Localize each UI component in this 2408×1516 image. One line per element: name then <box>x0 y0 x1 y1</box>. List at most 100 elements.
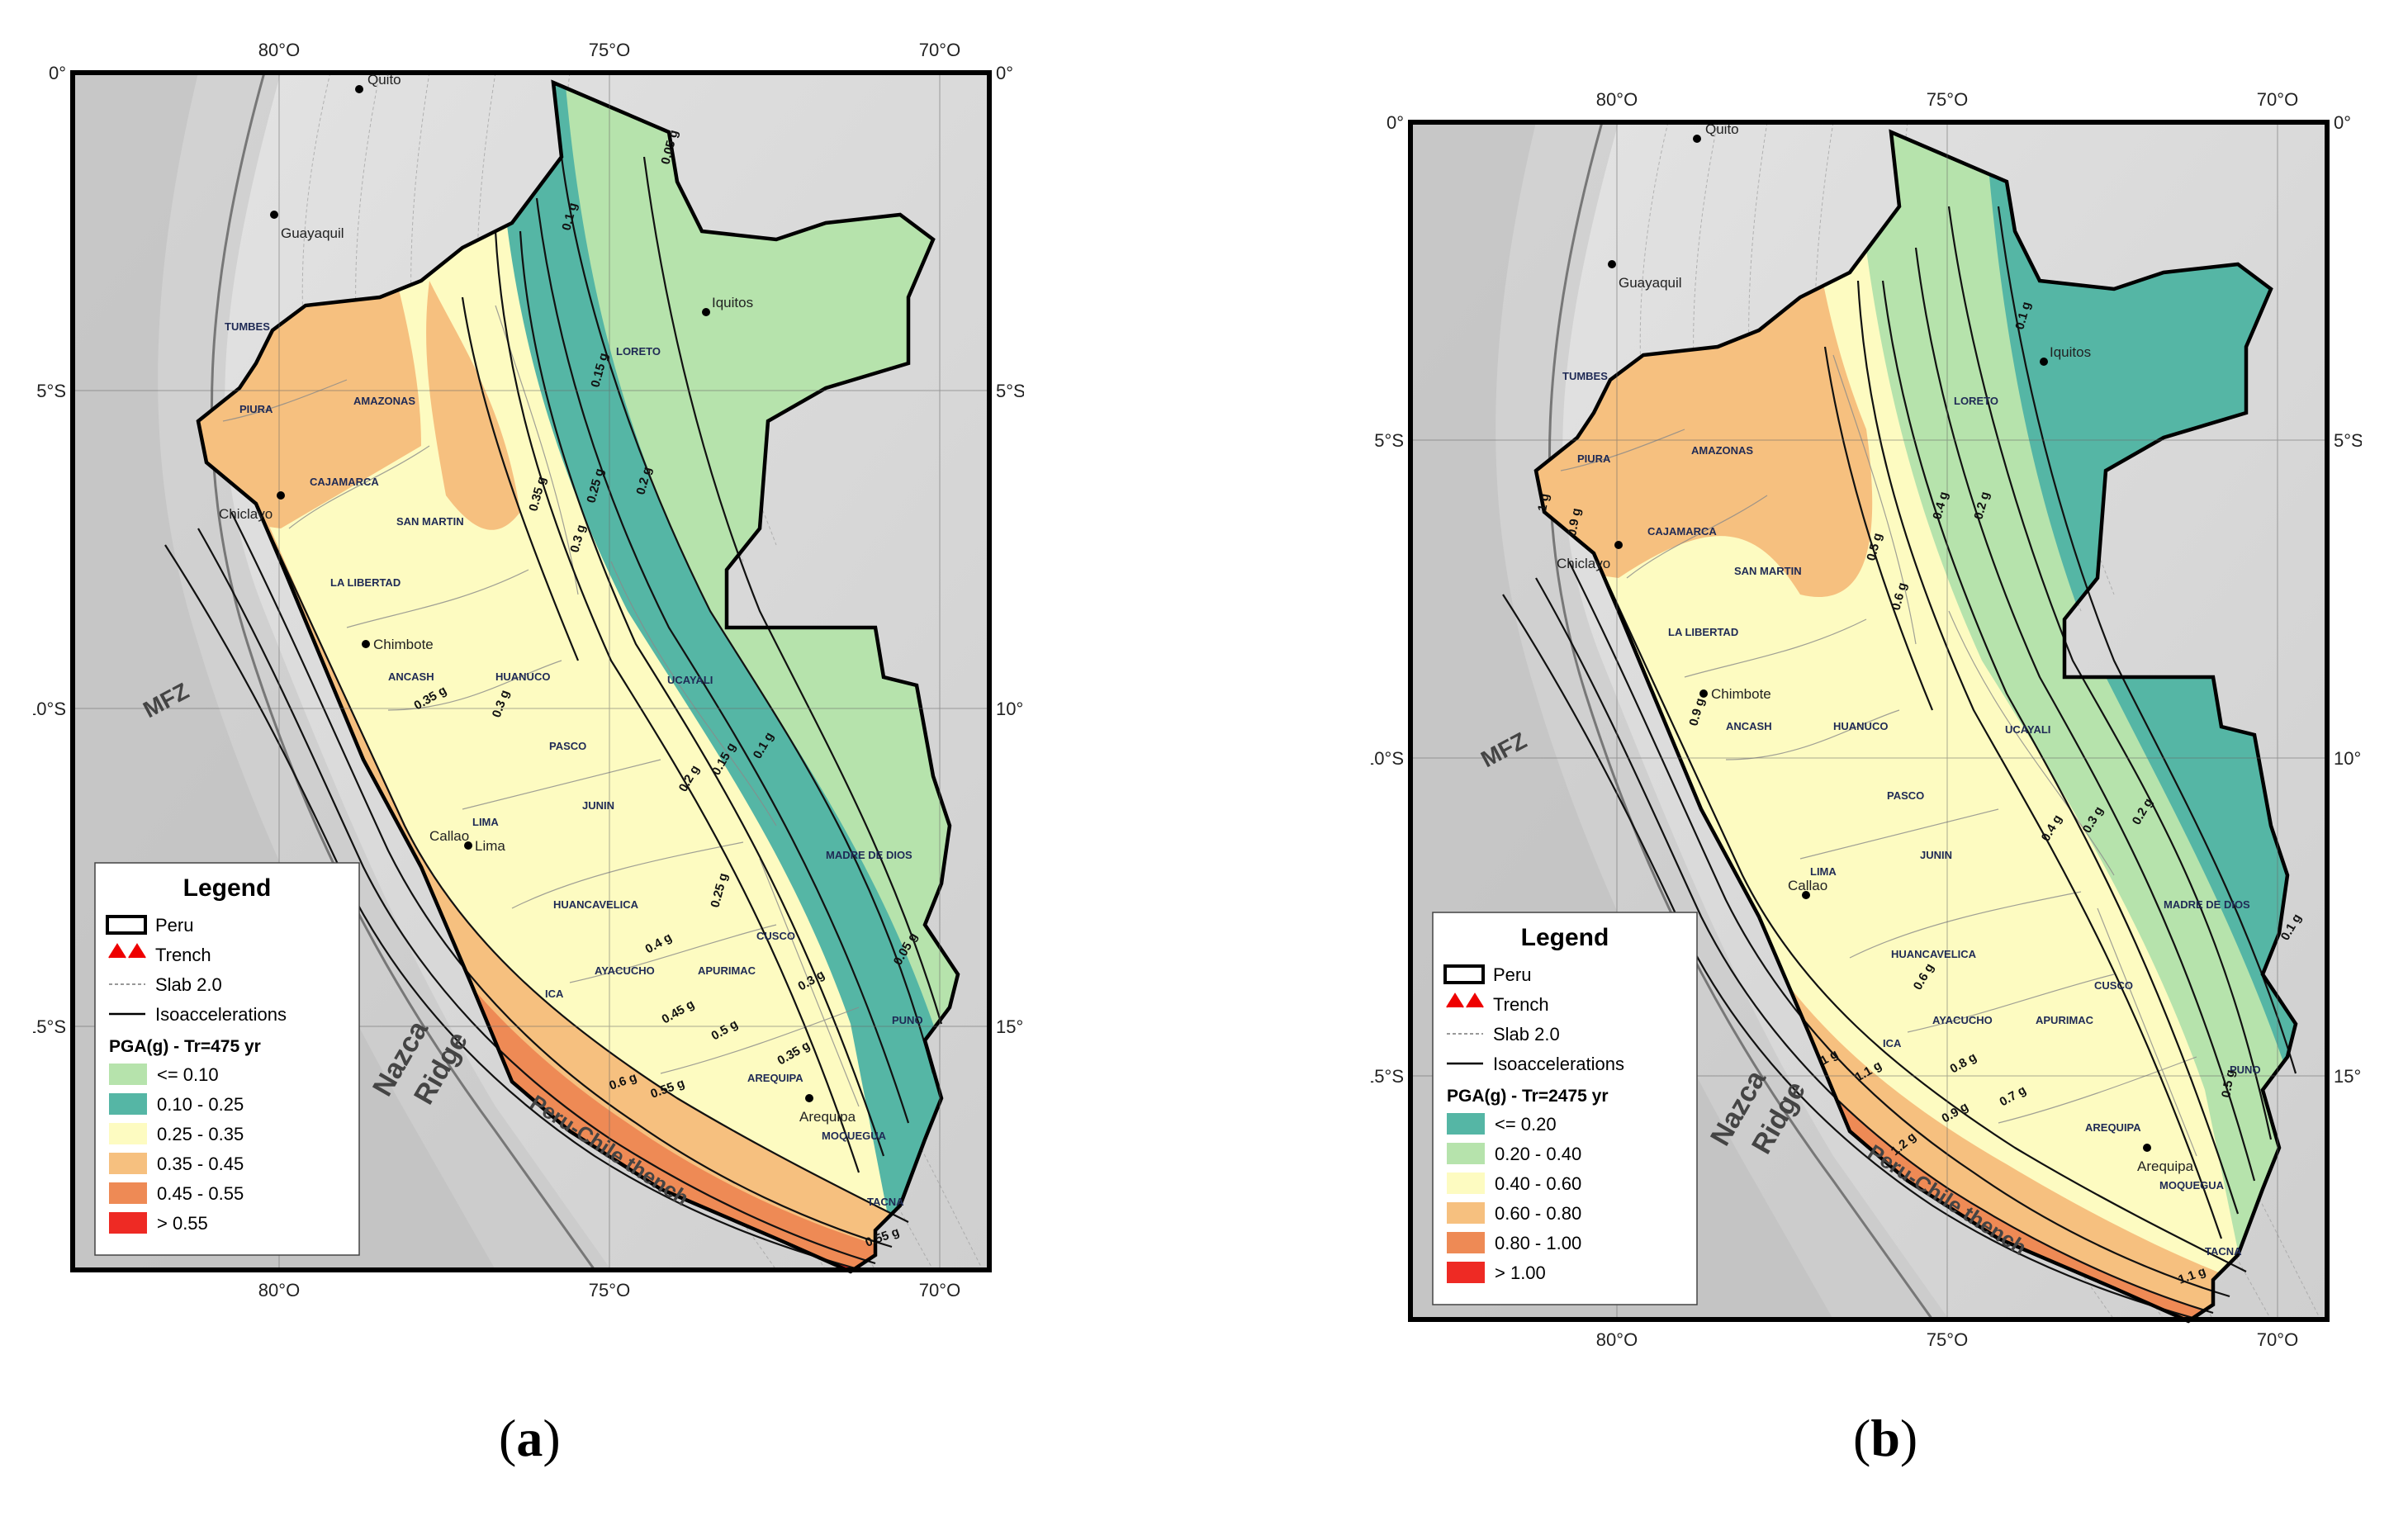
left-lat-label: 0° <box>49 63 66 83</box>
city-marker <box>1699 689 1708 698</box>
dept-label: PASCO <box>1887 789 1924 802</box>
top-lon-label: 70°O <box>2257 89 2298 110</box>
isoline-label: 1 g <box>1535 492 1552 512</box>
bottom-lon-label: 80°O <box>1596 1329 1638 1350</box>
departments-b: TUMBES PIURA AMAZONAS LORETO CAJAMARCA S… <box>1562 370 2261 1258</box>
top-lon-label: 80°O <box>1596 89 1638 110</box>
legend-class-label: 0.80 - 1.00 <box>1495 1233 1581 1253</box>
city-label: Callao <box>1788 878 1827 893</box>
legend-a: Legend Peru Trench Slab 2.0 Isoaccelerat… <box>94 862 360 1256</box>
dept-label: UCAYALI <box>2005 723 2050 736</box>
legend-swatch <box>109 1153 147 1174</box>
caption-letter: a <box>516 1409 543 1467</box>
dept-label: ANCASH <box>1726 720 1772 732</box>
city-marker <box>2040 358 2048 366</box>
departments-a: TUMBES PIURA AMAZONAS LORETO CAJAMARCA S… <box>225 320 923 1208</box>
dept-label: AMAZONAS <box>1691 444 1753 457</box>
dept-label: LA LIBERTAD <box>330 576 401 589</box>
right-lat-label: 10°S <box>2334 748 2362 769</box>
dept-label: AYACUCHO <box>1932 1014 1993 1026</box>
caption-open: ( <box>1853 1409 1871 1467</box>
trench-line <box>1548 121 1934 1320</box>
legend-swatch <box>1447 1232 1485 1253</box>
city-label: Quito <box>367 72 401 88</box>
city-marker <box>702 308 710 316</box>
legend-title: Legend <box>183 874 272 902</box>
dept-label: HUANCAVELICA <box>553 898 639 911</box>
city-label: Chimbote <box>373 637 434 652</box>
dept-label: MOQUEGUA <box>822 1130 887 1142</box>
city-marker <box>362 640 370 648</box>
legend-item: Peru <box>1493 964 1531 985</box>
isolines-a <box>164 156 943 1273</box>
city-marker <box>1693 135 1701 143</box>
dept-label: AYACUCHO <box>595 964 655 977</box>
dept-label: HUANCAVELICA <box>1891 948 1977 960</box>
city-label: Chiclayo <box>1557 556 1610 571</box>
legend-swatch <box>109 1212 147 1234</box>
trench-line <box>210 72 596 1271</box>
right-lat-label: 5°S <box>2334 430 2362 451</box>
dept-label: PUNO <box>892 1014 923 1026</box>
legend-swatch <box>1447 1262 1485 1283</box>
legend-item: Trench <box>155 945 211 965</box>
dept-label: APURIMAC <box>698 964 756 977</box>
right-lat-label: 15°S <box>996 1016 1024 1037</box>
legend-swatch <box>1447 1143 1485 1164</box>
caption-open: ( <box>499 1409 517 1467</box>
city-marker <box>277 491 285 500</box>
zone-035-045-amazonas <box>426 281 520 530</box>
legend-class-label: 0.25 - 0.35 <box>157 1124 244 1144</box>
legend-title: Legend <box>1521 924 1609 951</box>
city-label: Iquitos <box>2050 344 2091 360</box>
caption-close: ) <box>543 1409 561 1467</box>
city-label: Chimbote <box>1711 686 1771 702</box>
city-marker <box>1802 891 1810 899</box>
department-boundaries <box>1560 354 2197 1157</box>
city-marker <box>270 211 278 219</box>
dept-label: PIURA <box>1577 452 1611 465</box>
dept-label: TACNA <box>867 1196 904 1208</box>
city-label: Lima <box>475 838 505 854</box>
city-marker <box>355 85 363 93</box>
bottom-lon-label: 70°O <box>2257 1329 2298 1350</box>
left-lat-label: 15°S <box>1371 1066 1404 1087</box>
legend-peru-symbol <box>106 915 147 935</box>
dept-label: LA LIBERTAD <box>1668 626 1738 638</box>
legend-pga-title: PGA(g) - Tr=475 yr <box>109 1037 261 1056</box>
isoline-label: 0.9 g <box>1565 507 1584 538</box>
dept-label: PASCO <box>549 740 586 752</box>
right-lat-label: 15°S <box>2334 1066 2362 1087</box>
peru-outline <box>1533 129 2298 1324</box>
city-marker <box>464 841 472 850</box>
caption-letter: b <box>1870 1409 1900 1467</box>
legend-class-label: 0.40 - 0.60 <box>1495 1173 1581 1194</box>
coord-labels: 80°O 75°O 70°O 80°O 75°O 70°O 0° 5°S 10°… <box>33 40 1024 1300</box>
dept-label: LORETO <box>1954 395 1998 407</box>
legend-peru-symbol <box>1443 964 1485 984</box>
dept-label: TUMBES <box>1562 370 1608 382</box>
map-a: 80°O 75°O 70°O 80°O 75°O 70°O 0° 5°S 10°… <box>33 33 1024 1321</box>
city-label: Callao <box>429 828 469 844</box>
dept-label: UCAYALI <box>667 674 713 686</box>
dept-label: AREQUIPA <box>2085 1121 2141 1134</box>
bottom-lon-label: 70°O <box>919 1280 960 1300</box>
left-lat-label: 10°S <box>1371 748 1404 769</box>
top-lon-label: 80°O <box>258 40 300 60</box>
left-lat-label: 15°S <box>33 1016 66 1037</box>
dept-label: TUMBES <box>225 320 270 333</box>
right-lat-label: 0° <box>996 63 1013 83</box>
dept-label: PUNO <box>2230 1064 2261 1076</box>
city-label: Iquitos <box>712 295 753 310</box>
dept-label: APURIMAC <box>2036 1014 2094 1026</box>
legend-item: Isoaccelerations <box>155 1004 287 1025</box>
dept-label: LORETO <box>616 345 661 358</box>
isoline-label: 0.5 g <box>2219 1068 2238 1099</box>
map-b: 80°O 75°O 70°O 80°O 75°O 70°O 0° 5°S 10°… <box>1371 83 2362 1371</box>
dept-label: ICA <box>545 988 564 1000</box>
legend-swatch <box>1447 1202 1485 1224</box>
legend-item: Slab 2.0 <box>1493 1024 1560 1045</box>
left-lat-label: 5°S <box>36 381 66 401</box>
city-label: Quito <box>1705 121 1739 137</box>
dept-label: CUSCO <box>2094 979 2133 992</box>
